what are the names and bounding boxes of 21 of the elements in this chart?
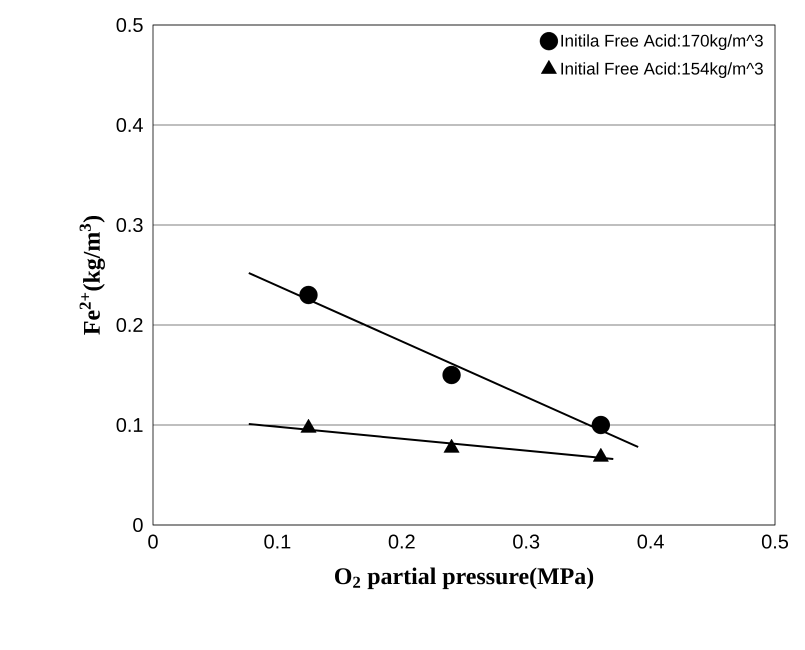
point xyxy=(300,418,316,433)
legend-label: Initial Free Acid:154kg/m^3 xyxy=(561,62,763,78)
y-axis-title: Fe$^{2+}$(kg/m$^{3}$) xyxy=(80,216,105,335)
point xyxy=(299,286,318,304)
y-tick-label: 0.1 xyxy=(116,418,143,432)
y-tick-label: 0.5 xyxy=(116,18,143,32)
x-axis-title: O$_{2}$ partial pressure(MPa) xyxy=(335,567,594,590)
x-tick-label: 0.3 xyxy=(513,534,540,549)
point xyxy=(592,448,609,462)
y-tick-label: 0.2 xyxy=(116,318,142,332)
point xyxy=(444,438,460,453)
x-tick-label: 0.4 xyxy=(638,534,664,549)
legend-label: Initila Free Acid:170kg/m^3 xyxy=(561,34,763,50)
y-tick-label: 0.3 xyxy=(116,218,143,232)
x-tick-label: 0.2 xyxy=(388,534,415,549)
point xyxy=(442,366,461,384)
x-tick-label: 0.1 xyxy=(264,534,290,549)
x-tick-label: 0.5 xyxy=(762,534,788,549)
y-tick-label: 0.4 xyxy=(116,118,143,132)
y-tick-label: 0 xyxy=(133,518,143,532)
x-tick-label: 0 xyxy=(148,534,158,549)
